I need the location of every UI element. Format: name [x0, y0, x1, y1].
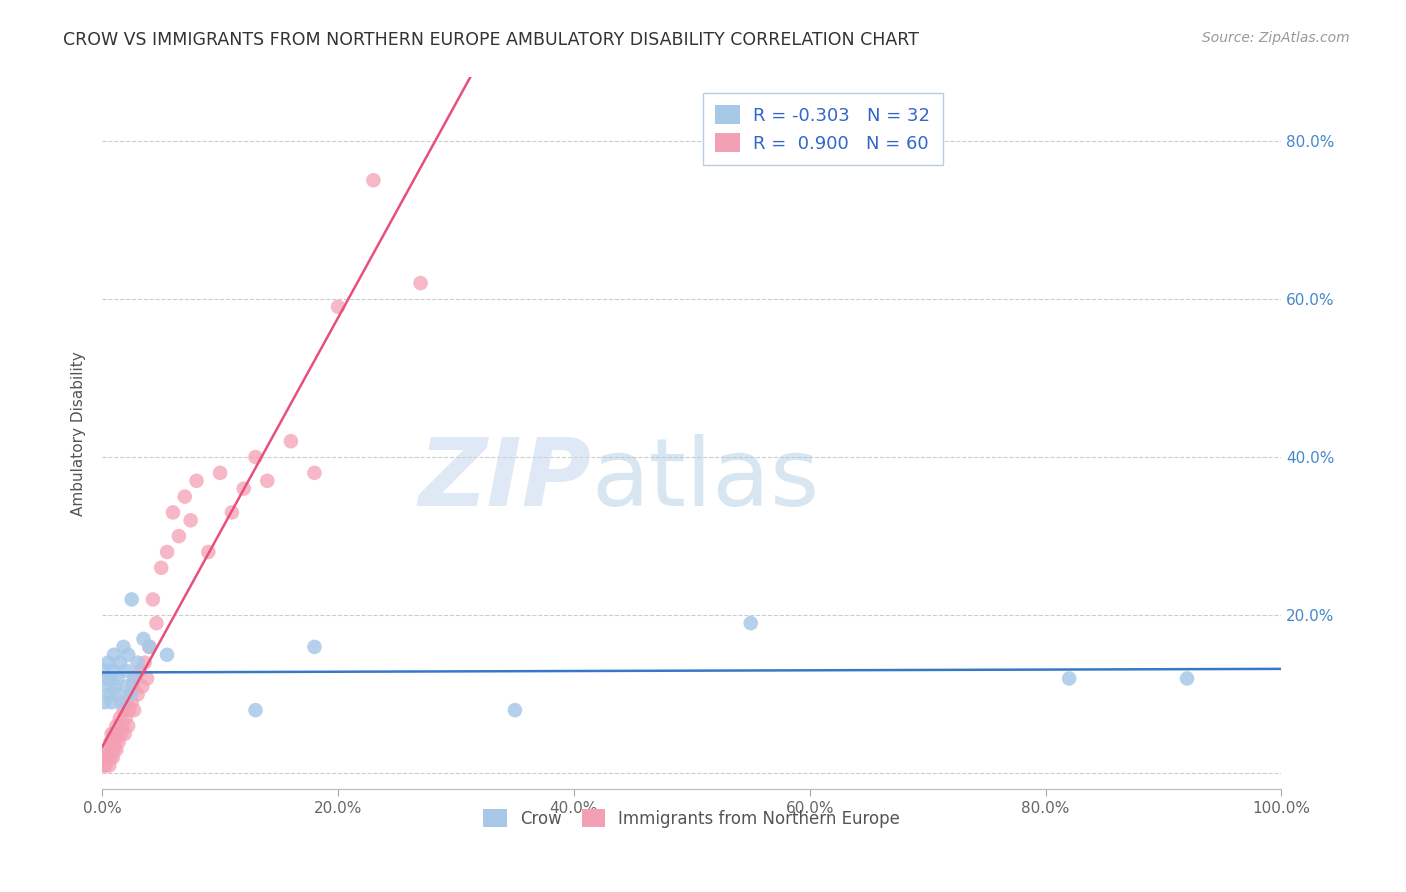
Point: [120, 687, 142, 701]
Point: [103, 648, 125, 662]
Point: [94, 672, 117, 686]
Text: Source: ZipAtlas.com: Source: ZipAtlas.com: [1202, 31, 1350, 45]
Point: [98, 742, 121, 756]
Point: [138, 640, 160, 654]
Point: [121, 695, 143, 709]
Point: [120, 687, 142, 701]
Point: [129, 664, 152, 678]
Text: atlas: atlas: [592, 434, 820, 525]
Point: [180, 513, 202, 527]
Point: [132, 632, 155, 646]
Point: [100, 727, 122, 741]
Point: [107, 735, 129, 749]
Point: [93, 695, 115, 709]
Point: [96, 742, 118, 756]
Point: [93, 750, 115, 764]
Point: [326, 300, 349, 314]
Point: [162, 505, 184, 519]
Point: [97, 656, 120, 670]
Point: [93, 664, 115, 678]
Point: [117, 648, 139, 662]
Point: [100, 672, 122, 686]
Point: [103, 727, 125, 741]
Point: [108, 711, 131, 725]
Point: [221, 505, 243, 519]
Point: [124, 672, 146, 686]
Point: [127, 656, 149, 670]
Point: [104, 680, 127, 694]
Point: [1057, 672, 1080, 686]
Point: [101, 735, 124, 749]
Point: [167, 529, 190, 543]
Point: [209, 466, 232, 480]
Point: [93, 758, 115, 772]
Point: [115, 680, 138, 694]
Point: [100, 750, 122, 764]
Point: [100, 735, 122, 749]
Point: [131, 680, 153, 694]
Point: [136, 672, 159, 686]
Point: [232, 482, 254, 496]
Point: [98, 687, 121, 701]
Point: [105, 742, 128, 756]
Point: [304, 640, 326, 654]
Text: CROW VS IMMIGRANTS FROM NORTHERN EUROPE AMBULATORY DISABILITY CORRELATION CHART: CROW VS IMMIGRANTS FROM NORTHERN EUROPE …: [63, 31, 920, 49]
Point: [97, 750, 120, 764]
Point: [138, 640, 160, 654]
Point: [121, 592, 143, 607]
Point: [100, 695, 122, 709]
Point: [156, 648, 179, 662]
Point: [110, 695, 132, 709]
Point: [105, 719, 128, 733]
Point: [363, 173, 385, 187]
Point: [245, 450, 267, 464]
Point: [112, 640, 135, 654]
Point: [145, 616, 167, 631]
Point: [503, 703, 526, 717]
Point: [186, 474, 208, 488]
Point: [122, 703, 145, 717]
Point: [304, 466, 326, 480]
Point: [280, 434, 302, 449]
Point: [127, 687, 149, 701]
Point: [103, 742, 125, 756]
Point: [740, 616, 762, 631]
Point: [409, 276, 432, 290]
Point: [107, 672, 129, 686]
Point: [256, 474, 278, 488]
Point: [100, 742, 122, 756]
Point: [245, 703, 267, 717]
Point: [1175, 672, 1198, 686]
Point: [111, 719, 134, 733]
Point: [94, 758, 117, 772]
Point: [114, 727, 136, 741]
Point: [108, 656, 131, 670]
Point: [197, 545, 219, 559]
Point: [105, 687, 128, 701]
Point: [122, 680, 145, 694]
Point: [134, 656, 156, 670]
Point: [114, 711, 136, 725]
Y-axis label: Ambulatory Disability: Ambulatory Disability: [72, 351, 86, 516]
Point: [115, 695, 138, 709]
Point: [96, 680, 118, 694]
Legend: Crow, Immigrants from Northern Europe: Crow, Immigrants from Northern Europe: [477, 803, 907, 834]
Text: ZIP: ZIP: [419, 434, 592, 525]
Point: [110, 727, 132, 741]
Point: [107, 727, 129, 741]
Point: [173, 490, 195, 504]
Point: [114, 664, 136, 678]
Point: [117, 719, 139, 733]
Point: [142, 592, 165, 607]
Point: [118, 703, 141, 717]
Point: [156, 545, 179, 559]
Point: [98, 758, 121, 772]
Point: [101, 750, 124, 764]
Point: [122, 672, 145, 686]
Point: [112, 703, 135, 717]
Point: [104, 735, 127, 749]
Point: [150, 561, 173, 575]
Point: [101, 664, 124, 678]
